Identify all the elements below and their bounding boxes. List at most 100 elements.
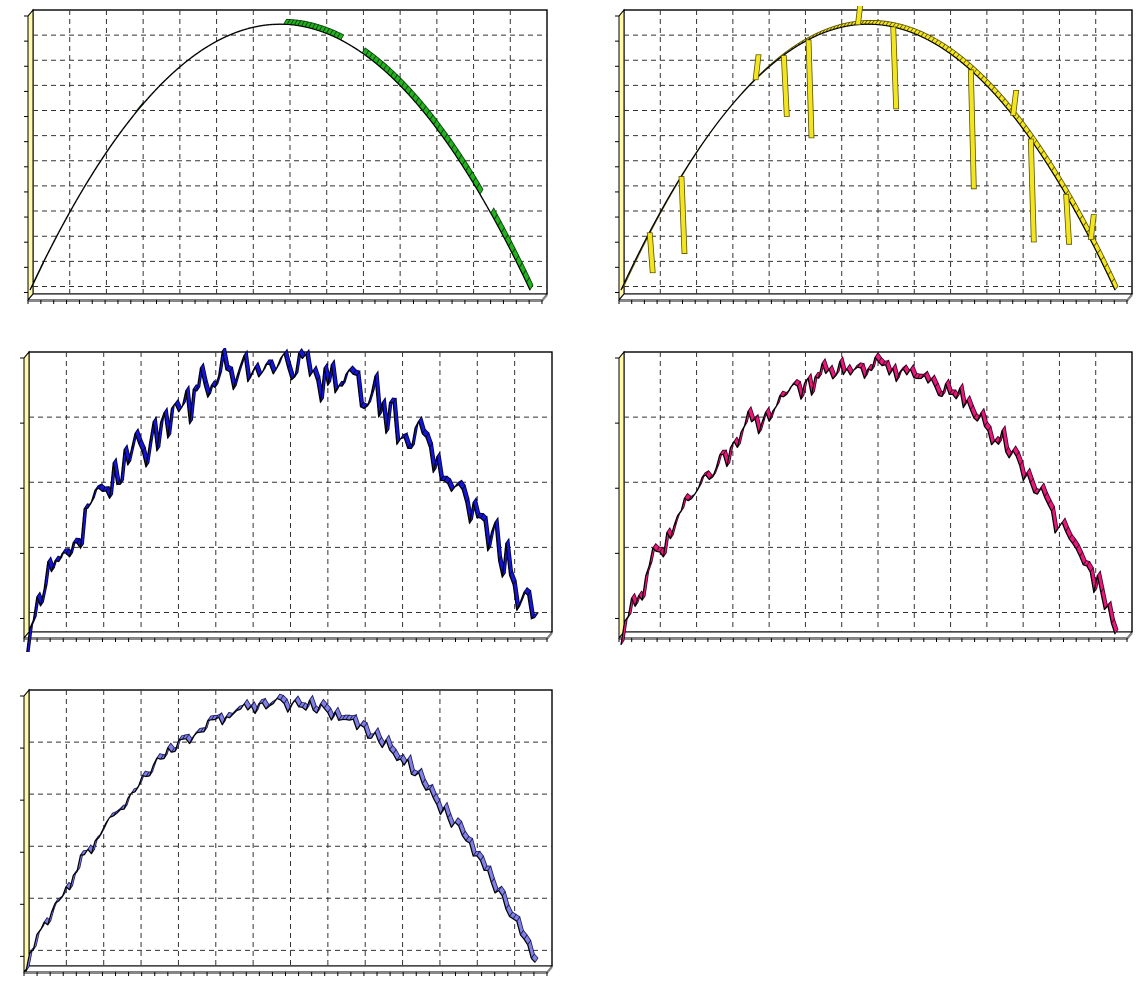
series-spike bbox=[752, 54, 762, 81]
series-edge bbox=[825, 369, 830, 374]
series-edge bbox=[258, 702, 263, 705]
series-edge bbox=[895, 371, 901, 382]
series-edge bbox=[178, 406, 183, 413]
series-edge bbox=[250, 366, 256, 375]
series-edge bbox=[966, 399, 971, 410]
series-segment bbox=[190, 54, 195, 59]
series-edge bbox=[138, 443, 143, 452]
series-edge bbox=[425, 788, 430, 791]
series-segment bbox=[111, 138, 117, 145]
series-edge bbox=[214, 716, 220, 721]
series-segment bbox=[158, 82, 163, 88]
series-edge bbox=[906, 30, 911, 33]
series-segment bbox=[100, 154, 106, 161]
series-edge bbox=[991, 440, 996, 446]
floor bbox=[617, 293, 1134, 301]
series-edge bbox=[265, 705, 270, 710]
series-edge bbox=[407, 759, 412, 775]
series-edge bbox=[360, 724, 365, 728]
series-edge bbox=[641, 239, 647, 247]
series-edge bbox=[821, 362, 827, 374]
series-edge bbox=[330, 711, 336, 721]
chart-panel-magenta bbox=[603, 348, 1142, 652]
series-edge bbox=[304, 26, 309, 29]
series-edge bbox=[341, 374, 347, 387]
series-edge bbox=[94, 487, 99, 491]
series-edge bbox=[790, 47, 795, 51]
series-edge bbox=[1047, 164, 1052, 172]
series-edge bbox=[673, 182, 678, 189]
series-edge bbox=[973, 417, 978, 422]
series-edge bbox=[436, 128, 442, 135]
series-edge bbox=[203, 720, 209, 732]
series-edge bbox=[906, 368, 911, 376]
series-edge bbox=[917, 34, 922, 37]
series-edge bbox=[662, 532, 668, 558]
series-edge bbox=[522, 274, 527, 283]
series-edge bbox=[923, 375, 929, 384]
series-edge bbox=[65, 886, 71, 891]
series-edge bbox=[418, 106, 424, 112]
series-edge bbox=[508, 574, 514, 586]
series-edge bbox=[505, 543, 511, 576]
series-edge bbox=[991, 90, 996, 95]
series-edge bbox=[516, 921, 522, 936]
series-edge bbox=[1040, 487, 1045, 498]
series-segment bbox=[118, 128, 124, 135]
series-segment bbox=[233, 31, 238, 35]
series-edge bbox=[1047, 504, 1053, 512]
series-edge bbox=[254, 366, 260, 378]
series-edge bbox=[156, 422, 162, 452]
series-edge bbox=[1033, 143, 1038, 150]
series-edge bbox=[214, 375, 220, 388]
series-segment bbox=[82, 182, 88, 189]
series-edge bbox=[26, 628, 31, 652]
series-edge bbox=[329, 34, 334, 37]
back-wall bbox=[32, 9, 548, 295]
series-edge bbox=[1110, 623, 1116, 635]
series-edge bbox=[468, 176, 474, 183]
series-edge bbox=[1068, 538, 1074, 544]
series-edge bbox=[174, 403, 180, 413]
series-edge bbox=[330, 364, 336, 394]
tick-marks bbox=[20, 695, 548, 976]
series-edge bbox=[494, 890, 499, 894]
series-edge bbox=[352, 719, 358, 730]
series-edge bbox=[127, 448, 133, 466]
series-edge bbox=[828, 369, 834, 380]
series-edge bbox=[1033, 492, 1038, 495]
series-edge bbox=[772, 60, 777, 65]
series-edge bbox=[192, 732, 198, 738]
series-edge bbox=[236, 708, 241, 712]
series-edge bbox=[312, 709, 318, 714]
series-edge bbox=[920, 35, 925, 39]
series-edge bbox=[105, 490, 111, 499]
series-edge bbox=[733, 98, 738, 103]
series-edge bbox=[1001, 102, 1007, 108]
chart-magenta bbox=[615, 350, 1134, 646]
series-segment bbox=[54, 232, 60, 240]
series-segment bbox=[72, 200, 78, 208]
series-edge bbox=[857, 366, 862, 369]
series-edge bbox=[232, 376, 238, 390]
series-edge bbox=[385, 739, 391, 751]
series-segment bbox=[143, 98, 149, 104]
series-segment bbox=[97, 159, 103, 166]
series-edge bbox=[54, 900, 60, 904]
series-edge bbox=[673, 515, 679, 527]
series-edge bbox=[29, 282, 35, 291]
left-wall bbox=[23, 688, 30, 974]
series-edge bbox=[422, 110, 427, 116]
series-edge bbox=[902, 368, 908, 376]
series-segment bbox=[129, 114, 135, 121]
series-edge bbox=[181, 390, 187, 407]
series-edge bbox=[800, 383, 806, 400]
series bbox=[26, 348, 540, 652]
series-segment bbox=[218, 37, 224, 41]
series-edge bbox=[272, 367, 278, 375]
series-edge bbox=[498, 560, 503, 578]
series-edge bbox=[719, 115, 724, 121]
series-edge bbox=[294, 700, 300, 708]
series-edge bbox=[666, 194, 671, 201]
series-spike bbox=[805, 39, 815, 139]
